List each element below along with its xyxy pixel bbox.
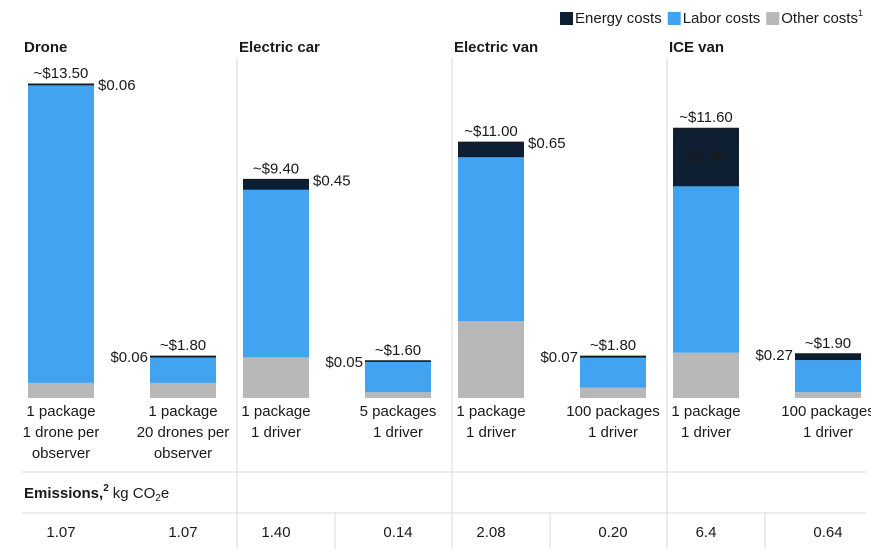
emissions-title: Emissions,2 kg CO2e xyxy=(24,483,169,504)
legend-swatch xyxy=(667,12,681,25)
category-label: observer xyxy=(154,445,212,462)
total-label: ~$9.40 xyxy=(253,160,299,177)
legend-text: Labor costs xyxy=(683,10,761,27)
value-label: $0.06 xyxy=(110,349,148,366)
category-label: 1 driver xyxy=(588,424,638,441)
category-label: 100 packages xyxy=(566,403,659,420)
legend-swatch xyxy=(560,12,573,25)
bar-segment xyxy=(673,186,739,353)
bar-segment xyxy=(28,382,94,398)
bar-segment xyxy=(150,382,216,398)
bar-segment xyxy=(580,356,646,358)
total-label: ~$11.00 xyxy=(464,123,518,140)
category-label: 1 driver xyxy=(803,424,853,441)
category-label: 1 package xyxy=(148,403,217,420)
bar-segment xyxy=(243,357,309,398)
category-label: 20 drones per xyxy=(137,424,230,441)
total-label: ~$13.50 xyxy=(34,65,89,82)
emission-value: 0.20 xyxy=(598,524,627,541)
bar-segment xyxy=(28,85,94,383)
bar-segment xyxy=(795,360,861,393)
category-label: 100 packages xyxy=(781,403,871,420)
emissions-label: Emissions, xyxy=(24,485,103,502)
emission-value: 1.07 xyxy=(168,524,197,541)
bar-segment xyxy=(795,392,861,398)
bar-segment xyxy=(365,361,431,393)
bar-segment xyxy=(365,360,431,362)
bar-segment xyxy=(150,357,216,383)
category-label: 1 package xyxy=(671,403,740,420)
category-label: 5 packages xyxy=(360,403,437,420)
bar-segment xyxy=(580,387,646,398)
total-label: ~$1.80 xyxy=(590,337,636,354)
value-label: $0.45 xyxy=(313,172,351,189)
bar-segment xyxy=(580,357,646,388)
value-label: $0.27 xyxy=(755,347,793,364)
group-title: Electric van xyxy=(454,39,538,56)
bar-segment xyxy=(673,128,739,187)
category-label: 1 package xyxy=(456,403,525,420)
total-label: ~$1.60 xyxy=(375,342,421,359)
group-title: ICE van xyxy=(669,39,724,56)
unit: kg CO xyxy=(113,485,156,502)
emission-value: 0.14 xyxy=(383,524,412,541)
legend-text: Other costs xyxy=(781,10,858,27)
value-label: $0.65 xyxy=(528,135,566,152)
legend-label: Other costs1 xyxy=(781,8,863,27)
value-label: $0.07 xyxy=(540,349,578,366)
value-label: $2.50 xyxy=(687,148,725,165)
bar-segment xyxy=(458,321,524,398)
category-label: 1 package xyxy=(241,403,310,420)
bar-segment xyxy=(673,352,739,398)
value-label: $0.05 xyxy=(325,354,363,371)
unit-end: e xyxy=(161,485,169,502)
emission-value: 6.4 xyxy=(696,524,717,541)
category-label: 1 package xyxy=(26,403,95,420)
legend-label: Labor costs xyxy=(683,10,761,27)
legend-note: 1 xyxy=(858,8,863,18)
category-label: 1 driver xyxy=(466,424,516,441)
group-title: Drone xyxy=(24,39,67,56)
emission-value: 1.40 xyxy=(261,524,290,541)
emission-value: 2.08 xyxy=(476,524,505,541)
emission-value: 0.64 xyxy=(813,524,842,541)
category-label: 1 driver xyxy=(681,424,731,441)
category-label: 1 drone per xyxy=(23,424,100,441)
bar-segment xyxy=(243,189,309,358)
category-label: observer xyxy=(32,445,90,462)
footnote: 2 xyxy=(103,483,109,494)
value-label: $0.06 xyxy=(98,77,136,94)
unit-sub: 2 xyxy=(155,493,161,504)
bar-segment xyxy=(28,84,94,86)
legend-text: Energy costs xyxy=(575,10,662,27)
total-label: ~$1.80 xyxy=(160,337,206,354)
category-label: 1 driver xyxy=(251,424,301,441)
bar-segment xyxy=(150,356,216,358)
emission-value: 1.07 xyxy=(46,524,75,541)
total-label: ~$11.60 xyxy=(679,109,733,126)
total-label: ~$1.90 xyxy=(805,335,851,352)
group-title: Electric car xyxy=(239,39,320,56)
bar-segment xyxy=(458,157,524,322)
legend-swatch xyxy=(766,12,780,25)
bar-segment xyxy=(458,142,524,158)
category-label: 1 driver xyxy=(373,424,423,441)
bar-segment xyxy=(365,392,431,398)
legend-label: Energy costs xyxy=(575,10,662,27)
bar-segment xyxy=(243,179,309,190)
bar-segment xyxy=(795,353,861,361)
